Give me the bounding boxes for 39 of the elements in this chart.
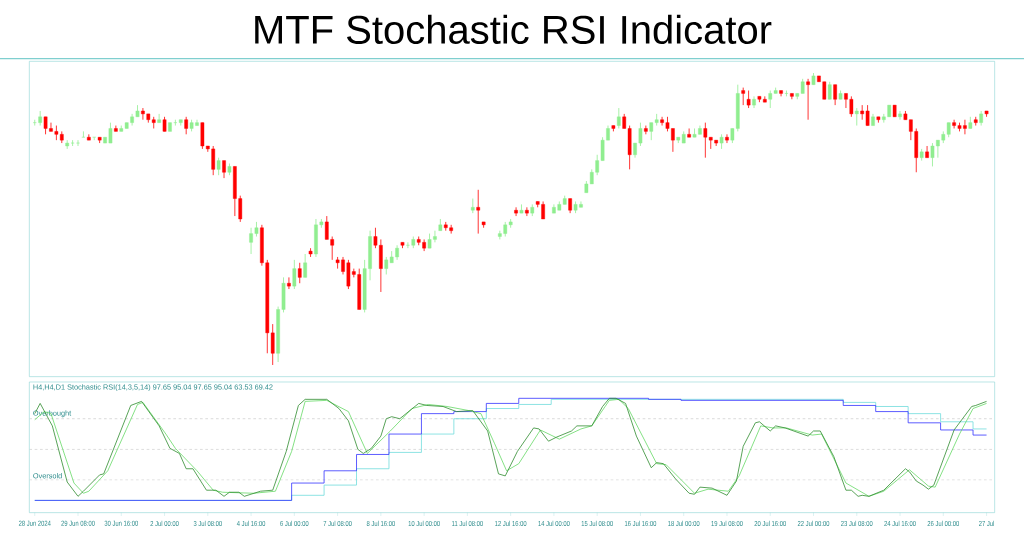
chart-title: MTF Stochastic RSI Indicator [255, 14, 772, 45]
candlestick [530, 203, 535, 217]
candlestick [65, 139, 70, 150]
candlestick [184, 116, 188, 135]
candlestick [876, 116, 881, 124]
candlestick [81, 130, 86, 138]
candlestick [227, 163, 232, 176]
candlestick [76, 139, 80, 147]
candlestick [216, 157, 221, 176]
candlestick [616, 107, 621, 129]
candlestick [827, 81, 832, 100]
candlestick [70, 139, 75, 147]
candlestick [438, 218, 443, 232]
candlestick [162, 116, 167, 132]
candlestick [519, 203, 524, 214]
candlestick [746, 90, 751, 109]
candlestick [308, 247, 313, 258]
candlestick [400, 241, 405, 249]
candlestick [292, 259, 297, 290]
candlestick [168, 122, 172, 132]
candlestick [481, 221, 486, 229]
candlestick [811, 72, 816, 86]
candlestick [854, 107, 859, 126]
candlestick [178, 119, 183, 126]
candlestick [984, 110, 989, 118]
candlestick [892, 104, 897, 118]
candlestick [741, 87, 746, 106]
candlestick [87, 133, 91, 141]
candlestick [919, 148, 924, 161]
candlestick [297, 262, 302, 284]
candlestick [97, 136, 102, 144]
candlestick [611, 125, 616, 132]
candlestick [973, 116, 978, 126]
candlestick [470, 198, 475, 214]
candlestick [476, 189, 481, 234]
candlestick [838, 90, 843, 100]
candlestick [968, 116, 973, 129]
candlestick [38, 110, 42, 126]
candlestick [719, 133, 724, 150]
